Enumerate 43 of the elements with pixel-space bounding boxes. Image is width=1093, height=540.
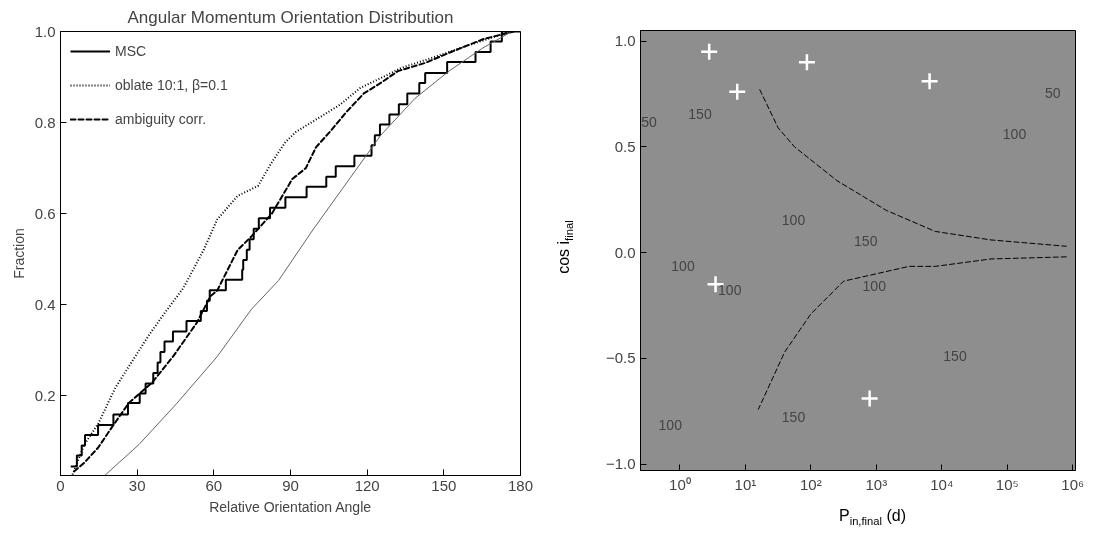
annotation: 100 [781, 212, 806, 229]
x-axis-title: P$_{in,final}$ (d) [838, 506, 906, 530]
y-tick-label: 0.8 [34, 113, 56, 131]
annotation: 50 [641, 114, 657, 130]
y-tick-label: 0.6 [34, 204, 56, 222]
annotation: 150 [781, 409, 806, 426]
x-tick-label: 10⁵ [995, 475, 1019, 493]
x-tick-label: 150 [431, 476, 457, 494]
y-axis-title: Fraction [10, 228, 27, 279]
y-tick-label: 0.4 [34, 295, 56, 313]
y-tick-label: 0.2 [34, 386, 56, 404]
x-tick-label: 10¹ [734, 475, 757, 493]
x-tick-label: 0 [56, 476, 65, 494]
x-axis-title: Relative Orientation Angle [209, 498, 372, 515]
annotation: 150 [688, 105, 712, 122]
chart-title: Angular Momentum Orientation Distribution [127, 7, 454, 27]
legend-label: MSC [115, 43, 147, 59]
x-tick-label: 10⁶ [1061, 475, 1085, 493]
x-tick-label: 30 [128, 476, 146, 494]
legend-label: ambiguity corr. [115, 111, 207, 127]
x-tick-label: 90 [282, 476, 299, 494]
x-tick-label: 10⁴ [930, 475, 954, 493]
y-tick-label: 1.0 [614, 32, 636, 50]
annotation: 150 [943, 347, 967, 364]
annotation: 150 [854, 232, 878, 249]
annotation: 100 [718, 282, 742, 299]
y-tick-label: −1.0 [605, 455, 636, 473]
x-tick-label: 60 [205, 476, 223, 494]
y-tick-label: −0.5 [605, 349, 636, 367]
annotation: 100 [658, 417, 683, 434]
x-tick-label: 10² [800, 475, 822, 493]
x-tick-label: 180 [507, 476, 534, 494]
x-tick-label: 10³ [865, 475, 888, 493]
legend-label: oblate 10:1, β=0.1 [115, 77, 228, 93]
x-tick-label: 10⁰ [669, 475, 691, 493]
annotation: 100 [862, 278, 887, 294]
annotation: 100 [1002, 126, 1027, 143]
y-tick-label: 0.5 [614, 137, 636, 155]
x-tick-label: 120 [354, 476, 380, 494]
annotation: 100 [671, 257, 695, 274]
y-tick-label: 1.0 [34, 22, 56, 40]
annotation: 50 [1044, 85, 1061, 102]
y-tick-label: 0.0 [614, 243, 636, 261]
